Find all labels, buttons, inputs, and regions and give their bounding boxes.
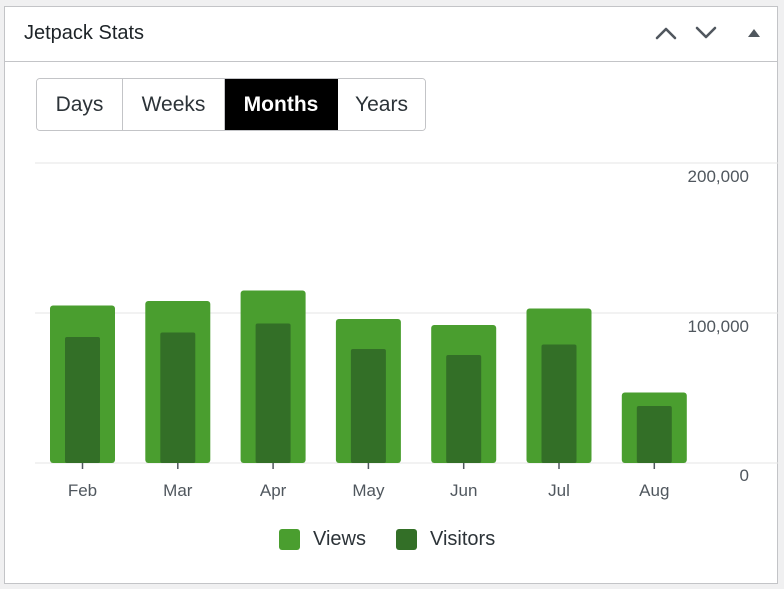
tab-weeks[interactable]: Weeks <box>123 79 225 130</box>
move-down-button[interactable] <box>692 19 720 47</box>
legend-swatch-visitors <box>396 528 417 550</box>
tab-months-label: Months <box>243 92 319 116</box>
chevron-up-icon <box>655 27 677 40</box>
x-tick-label: Jul <box>548 481 570 500</box>
chevron-down-icon <box>695 26 717 39</box>
x-tick-label: Feb <box>68 481 97 500</box>
x-tick-label: Jun <box>450 481 477 500</box>
tab-months[interactable]: Months <box>225 79 338 130</box>
widget-bottom-edge <box>4 583 778 589</box>
move-up-button[interactable] <box>652 19 680 47</box>
y-tick-label: 100,000 <box>688 317 749 336</box>
x-tick-label: Mar <box>163 481 193 500</box>
y-tick-label: 200,000 <box>688 167 749 186</box>
tab-weeks-label: Weeks <box>141 92 206 116</box>
chart-svg: 200,000 100,000 0 Feb Mar Apr May Jun Jul Aug <box>35 162 778 500</box>
widget-title: Jetpack Stats <box>24 22 145 44</box>
stats-chart: 200,000 100,000 0 Feb Mar Apr May Jun Jul Aug <box>35 162 778 500</box>
bar-visitors <box>160 332 196 463</box>
tab-years[interactable]: Years <box>338 79 425 130</box>
tab-years-label: Years <box>355 92 408 116</box>
bar-visitors <box>446 355 482 463</box>
x-tick-label: Apr <box>260 481 287 500</box>
triangle-up-icon <box>748 29 760 37</box>
legend-label-visitors: Visitors <box>430 527 496 550</box>
tab-days[interactable]: Days <box>37 79 123 130</box>
chart-legend: Views Visitors <box>279 526 525 552</box>
widget-header: Jetpack Stats <box>5 7 777 62</box>
legend-item-visitors[interactable]: Visitors <box>396 528 495 551</box>
bar-visitors <box>255 323 291 463</box>
bar-visitors <box>65 337 100 463</box>
bar-visitors <box>636 406 672 463</box>
x-tick-label: May <box>352 481 385 500</box>
tab-days-label: Days <box>55 92 104 116</box>
bar-visitors <box>350 349 386 463</box>
y-tick-label: 0 <box>740 466 749 485</box>
period-tabs: Days Weeks Months Years <box>36 78 426 131</box>
bar-visitors <box>541 344 577 463</box>
legend-item-views[interactable]: Views <box>279 528 366 551</box>
legend-swatch-views <box>279 528 300 550</box>
toggle-panel-button[interactable] <box>740 19 768 47</box>
x-tick-label: Aug <box>639 481 669 500</box>
legend-label-views: Views <box>313 527 366 550</box>
